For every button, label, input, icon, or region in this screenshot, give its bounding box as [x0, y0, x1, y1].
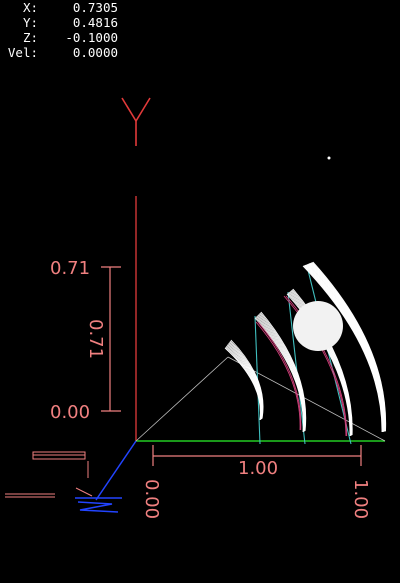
dro-value-x: 0.7305 [72, 0, 118, 15]
toolpath-arc [312, 261, 387, 432]
tool-position-marker [293, 301, 343, 351]
tool-stray-dot [327, 156, 331, 160]
z-axis-line [75, 440, 137, 513]
toolpath-arc [260, 311, 307, 431]
toolpath-arc [257, 321, 302, 431]
y-dimension-label: 0.71 [85, 319, 106, 359]
dro-row-z: Z: -0.1000 [0, 30, 130, 45]
dro-value-vel: 0.0000 [72, 45, 118, 60]
dro-label-y: Y: [22, 15, 38, 30]
y-axis-letter-glyph [121, 97, 151, 146]
dro-value-y: 0.4816 [72, 15, 118, 30]
dro-value-z: -0.1000 [65, 30, 118, 45]
dro-readout: X: 0.7305 Y: 0.4816 Z: -0.1000 Vel: 0.00… [0, 0, 130, 60]
toolpath-arc [255, 321, 301, 431]
dro-row-y: Y: 0.4816 [0, 15, 130, 30]
x-extent-dimension [152, 445, 362, 466]
toolpath-strokes [224, 261, 387, 437]
dro-row-x: X: 0.7305 [0, 0, 130, 15]
x-start-label: 0.00 [141, 479, 162, 519]
dro-label-x: X: [22, 0, 38, 15]
toolpath-arc [230, 339, 264, 419]
dro-label-z: Z: [22, 30, 38, 45]
x-end-label: 1.00 [350, 479, 371, 519]
dro-row-vel: Vel: 0.0000 [0, 45, 130, 60]
z-axis-back-labels [5, 451, 93, 498]
dro-label-vel: Vel: [7, 45, 38, 60]
y-top-label: 0.71 [50, 258, 90, 279]
x-dimension-label: 1.00 [238, 458, 278, 479]
y-bottom-label: 0.00 [50, 402, 90, 423]
y-extent-dimension [101, 266, 121, 412]
